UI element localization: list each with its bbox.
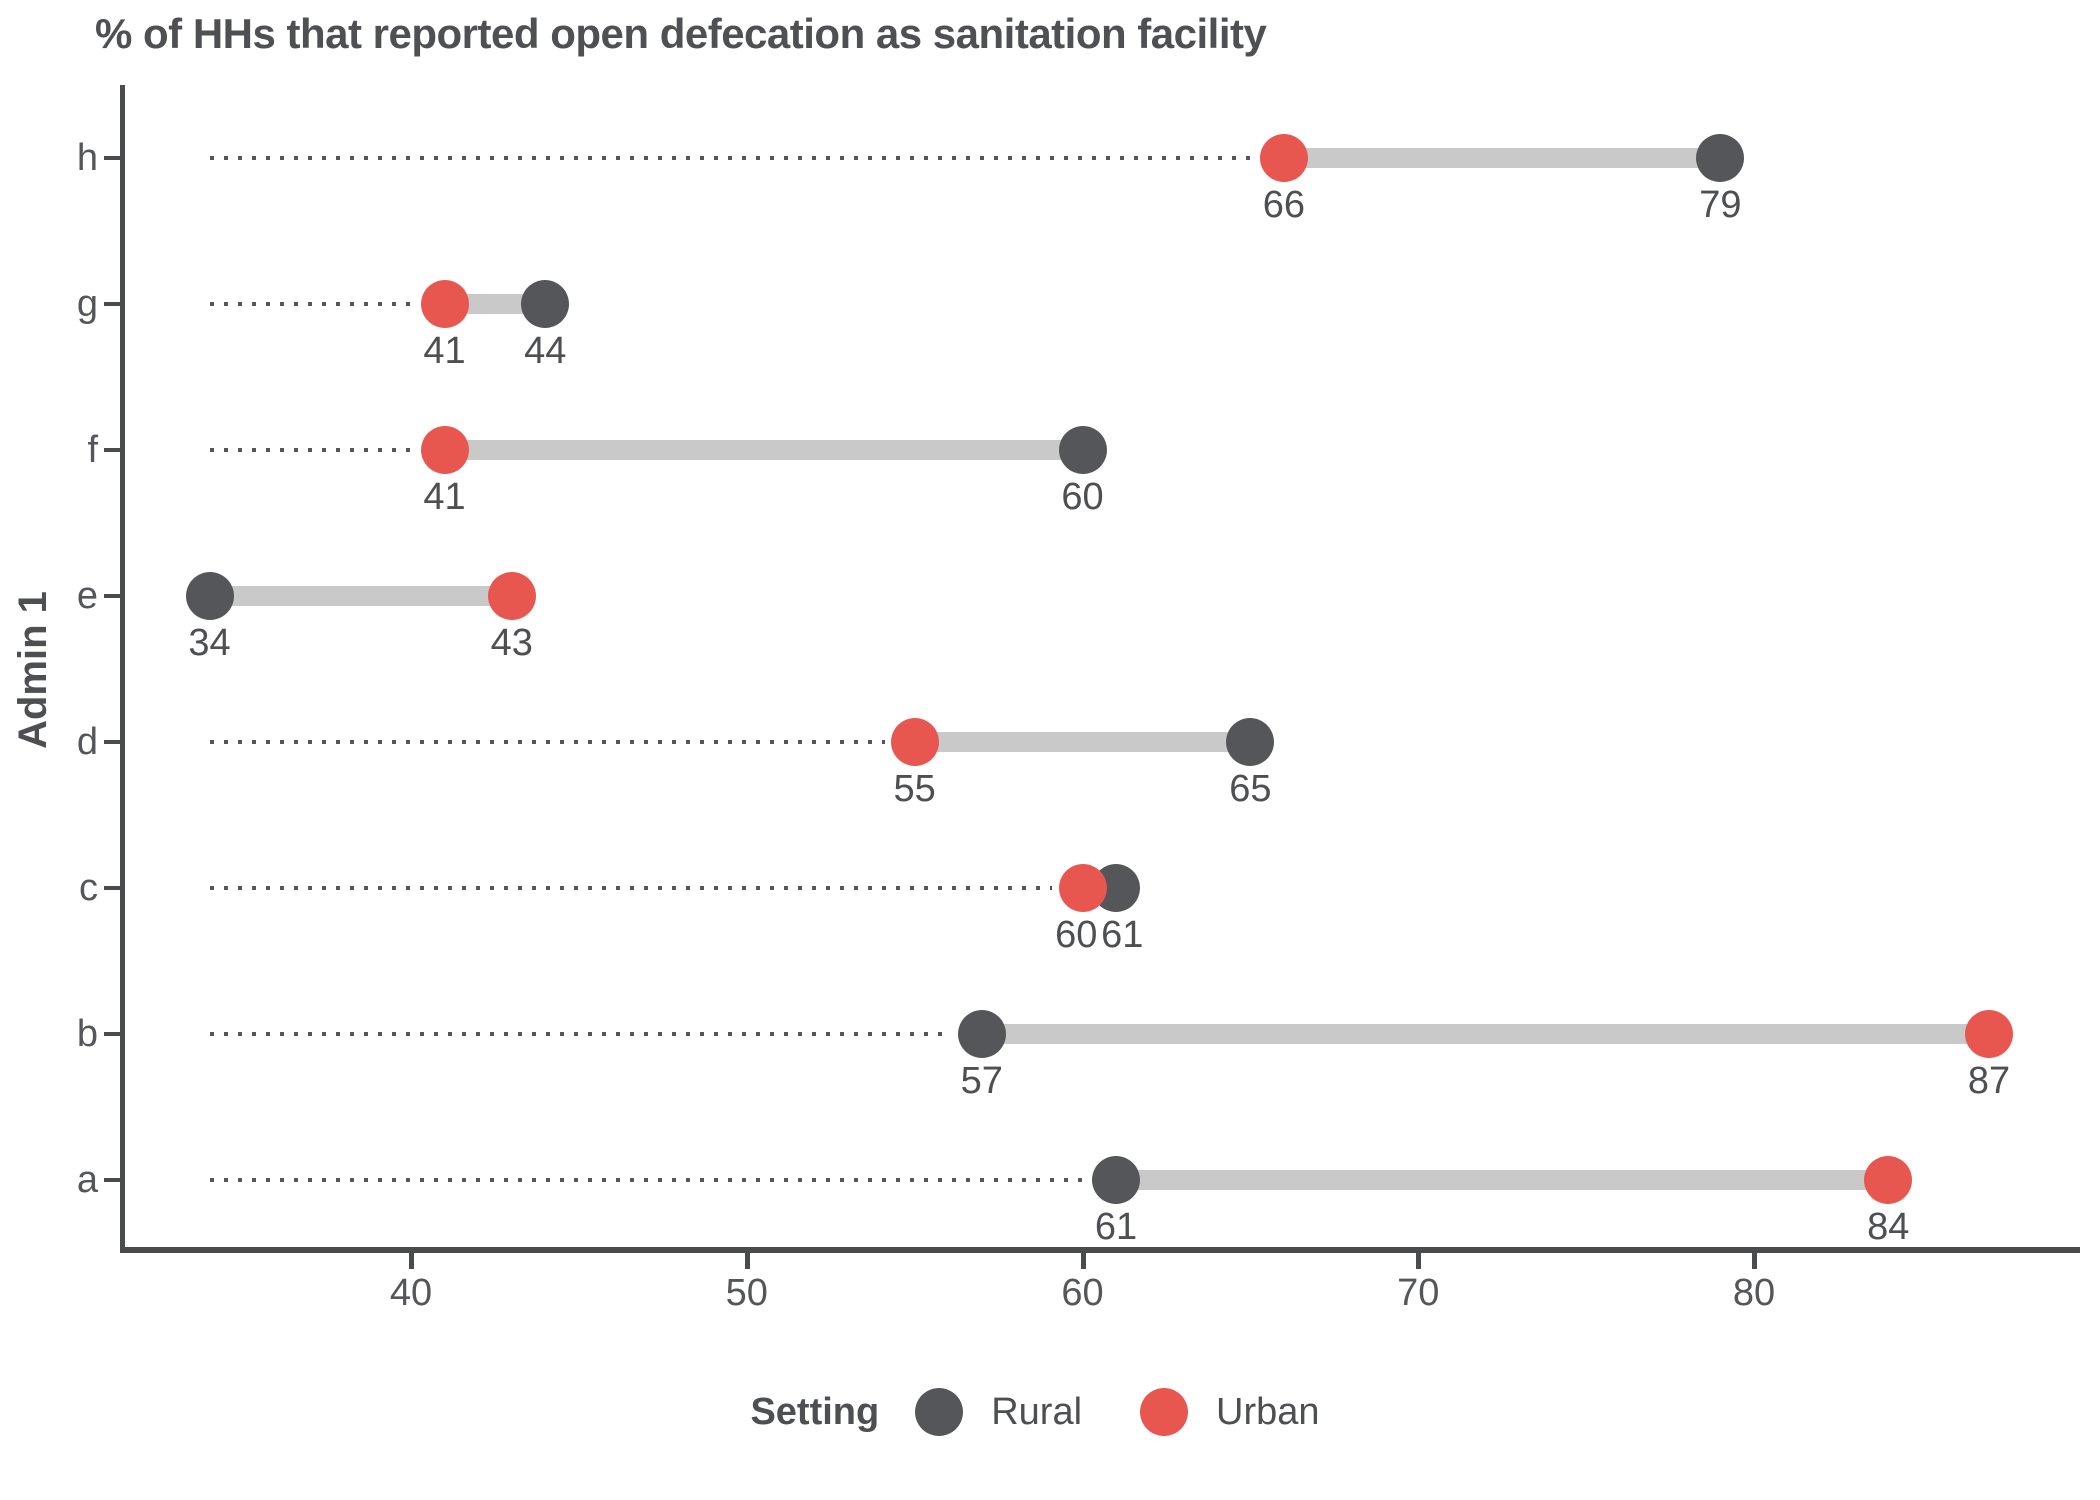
connector-bar — [914, 732, 1251, 752]
urban-value-label: 41 — [423, 476, 466, 518]
urban-value-label: 55 — [893, 768, 936, 810]
guide-dotted-line — [209, 886, 1053, 890]
x-axis-tick — [409, 1253, 414, 1269]
urban-value-label: 60 — [1055, 914, 1098, 956]
rural-value-label: 57 — [960, 1060, 1003, 1102]
plot-panel — [120, 85, 2080, 1253]
x-axis-tick-label: 50 — [725, 1272, 768, 1314]
rural-dot — [957, 1010, 1006, 1058]
guide-dotted-line — [209, 740, 885, 744]
y-axis-tick — [104, 156, 120, 160]
urban-value-label: 66 — [1262, 184, 1306, 226]
y-axis-tick — [104, 740, 120, 744]
rural-value-label: 61 — [1101, 914, 1144, 956]
urban-value-label: 87 — [1967, 1060, 2011, 1102]
rural-dot — [185, 572, 234, 620]
guide-dotted-line — [209, 1178, 1087, 1182]
guide-dotted-line — [209, 1032, 952, 1036]
urban-dot — [1965, 1010, 2014, 1058]
y-axis-label: c — [79, 867, 98, 909]
urban-dot — [420, 280, 469, 328]
y-axis-tick — [104, 448, 120, 452]
guide-dotted-line — [209, 302, 415, 306]
chart-title: % of HHs that reported open defecation a… — [95, 10, 1267, 57]
y-axis-tick — [104, 302, 120, 306]
legend-title: Setting — [750, 1390, 880, 1433]
rural-legend-swatch — [915, 1388, 964, 1436]
legend: Setting Rural Urban — [0, 1388, 2100, 1436]
rural-value-label: 65 — [1229, 768, 1272, 810]
x-axis-tick — [1416, 1253, 1422, 1269]
y-axis-tick — [104, 1178, 120, 1182]
guide-dotted-line — [209, 156, 1254, 160]
connector-bar — [981, 1024, 1990, 1044]
y-axis-label: h — [76, 137, 98, 179]
x-axis-tick — [1752, 1253, 1757, 1269]
urban-dot — [1058, 864, 1107, 912]
urban-legend-label: Urban — [1216, 1390, 1320, 1433]
rural-value-label: 61 — [1094, 1206, 1138, 1248]
x-axis-tick — [1080, 1253, 1086, 1269]
connector-bar — [209, 586, 512, 606]
legend-entries: Rural Urban — [915, 1388, 1349, 1436]
urban-dot — [1864, 1156, 1913, 1204]
x-axis-tick-label: 80 — [1732, 1272, 1776, 1314]
urban-value-label: 84 — [1867, 1206, 1910, 1248]
y-axis-tick — [104, 594, 120, 598]
rural-dot — [1058, 426, 1107, 474]
x-axis-tick-label: 70 — [1397, 1272, 1440, 1314]
rural-dot — [521, 280, 570, 328]
rural-dot — [1226, 718, 1275, 766]
rural-value-label: 44 — [524, 330, 567, 372]
urban-dot — [1259, 134, 1308, 182]
connector-bar — [444, 440, 1083, 460]
connector-bar — [1283, 148, 1721, 168]
y-axis-label: g — [76, 283, 98, 325]
urban-value-label: 41 — [423, 330, 466, 372]
y-axis-tick — [104, 1032, 120, 1036]
urban-value-label: 43 — [490, 622, 533, 664]
x-axis-tick — [744, 1253, 750, 1269]
urban-dot — [420, 426, 469, 474]
y-axis-label: d — [76, 721, 98, 763]
urban-dot — [890, 718, 939, 766]
urban-legend-swatch — [1140, 1388, 1189, 1436]
connector-bar — [444, 294, 546, 314]
rural-legend-label: Rural — [991, 1390, 1083, 1433]
y-axis-title: Admin 1 — [11, 591, 55, 749]
rural-value-label: 60 — [1061, 476, 1104, 518]
guide-dotted-line — [209, 448, 415, 452]
rural-value-label: 34 — [188, 622, 231, 664]
rural-dot — [1696, 134, 1745, 182]
x-axis-tick-label: 40 — [389, 1272, 433, 1314]
x-axis-tick-label: 60 — [1061, 1272, 1104, 1314]
rural-value-label: 79 — [1699, 184, 1742, 226]
y-axis-label: e — [76, 575, 98, 617]
connector-bar — [1116, 1170, 1889, 1190]
y-axis-label: f — [87, 429, 98, 471]
rural-dot — [1092, 1156, 1141, 1204]
y-axis-tick — [104, 886, 120, 890]
y-axis-label: b — [76, 1013, 98, 1055]
urban-dot — [487, 572, 536, 620]
y-axis-label: a — [76, 1159, 98, 1201]
